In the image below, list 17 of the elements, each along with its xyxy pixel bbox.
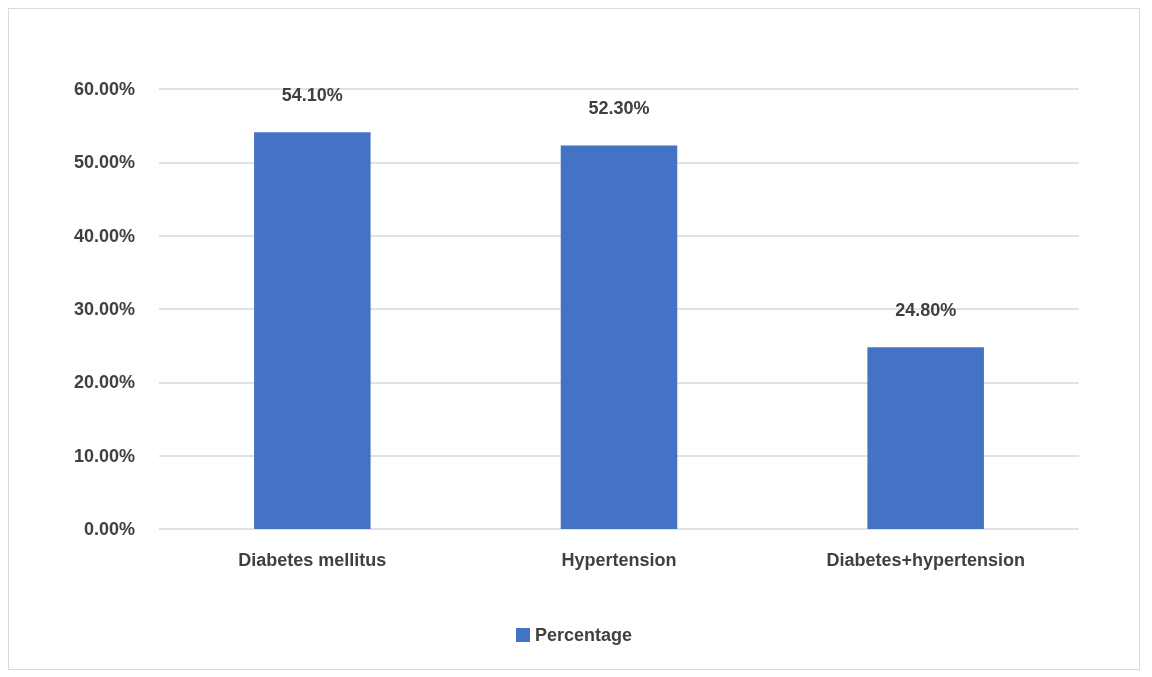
y-tick-label: 50.00% bbox=[73, 152, 135, 173]
x-tick-label: Diabetes mellitus bbox=[238, 550, 387, 570]
data-label: 24.80% bbox=[895, 300, 957, 321]
y-tick-label: 60.00% bbox=[73, 79, 135, 99]
x-tick-label: Hypertension bbox=[561, 550, 677, 570]
data-label: 52.30% bbox=[588, 98, 650, 119]
bar bbox=[560, 145, 678, 529]
y-tick-label: 0.00% bbox=[83, 519, 135, 539]
y-tick-label: 30.00% bbox=[73, 299, 135, 319]
y-tick-label: 10.00% bbox=[73, 445, 135, 466]
bar bbox=[254, 132, 371, 529]
bar bbox=[867, 347, 984, 529]
x-tick-label: Diabetes+hypertension bbox=[826, 550, 1025, 570]
data-label: 54.10% bbox=[281, 85, 343, 106]
legend-label: Percentage bbox=[534, 625, 633, 645]
y-tick-label: 20.00% bbox=[73, 372, 135, 393]
y-tick-label: 40.00% bbox=[73, 225, 135, 246]
